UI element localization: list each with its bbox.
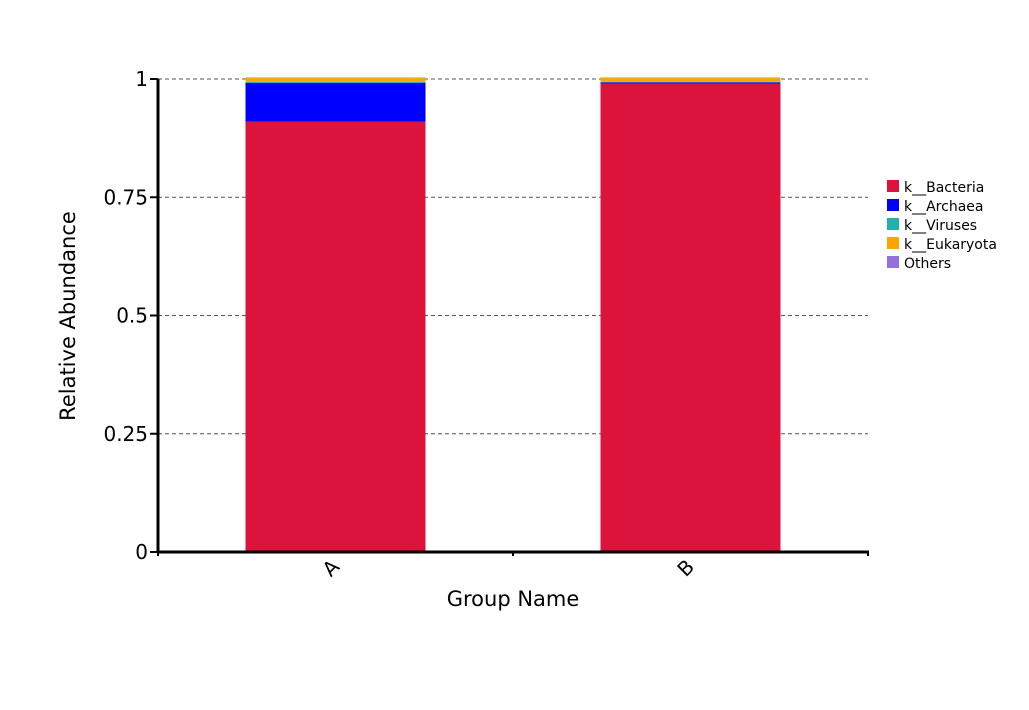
legend-label: k__Archaea	[904, 199, 983, 215]
axes	[150, 78, 869, 556]
y-tick-label: 0.25	[103, 422, 148, 446]
legend-label: k__Viruses	[904, 218, 977, 234]
bar-segment	[245, 78, 426, 82]
legend-label: k__Bacteria	[904, 180, 984, 196]
legend: k__Bacteria k__Archaea k__Viruses k__Eukary…	[887, 180, 997, 272]
legend-swatch	[887, 199, 899, 211]
y-tick-label: 0	[135, 540, 148, 564]
bar-segment	[600, 82, 781, 84]
bars	[245, 77, 781, 552]
bar-segment	[600, 78, 781, 82]
legend-label: k__Eukaryota	[904, 237, 997, 253]
bar-segment	[245, 81, 426, 83]
x-tick-label: A	[317, 554, 344, 581]
legend-item: k__Archaea	[887, 199, 983, 215]
legend-item: k__Viruses	[887, 218, 977, 234]
y-tick-labels: 0 0.25 0.5 0.75 1	[103, 67, 148, 564]
legend-item: k__Eukaryota	[887, 237, 997, 253]
legend-swatch	[887, 237, 899, 249]
legend-label: Others	[904, 256, 951, 272]
y-tick-label: 0.75	[103, 185, 148, 209]
legend-swatch	[887, 180, 899, 192]
legend-swatch	[887, 218, 899, 230]
x-tick-label: B	[672, 555, 699, 582]
legend-item: k__Bacteria	[887, 180, 984, 196]
legend-item: Others	[887, 256, 951, 272]
y-axis-title: Relative Abundance	[56, 211, 80, 421]
y-tick-label: 0.5	[116, 304, 148, 328]
bar-segment	[600, 83, 781, 552]
y-tick-label: 1	[135, 67, 148, 91]
bar-segment	[245, 82, 426, 122]
x-axis-title: Group Name	[447, 587, 580, 611]
bar-segment	[245, 121, 426, 552]
legend-swatch	[887, 256, 899, 268]
